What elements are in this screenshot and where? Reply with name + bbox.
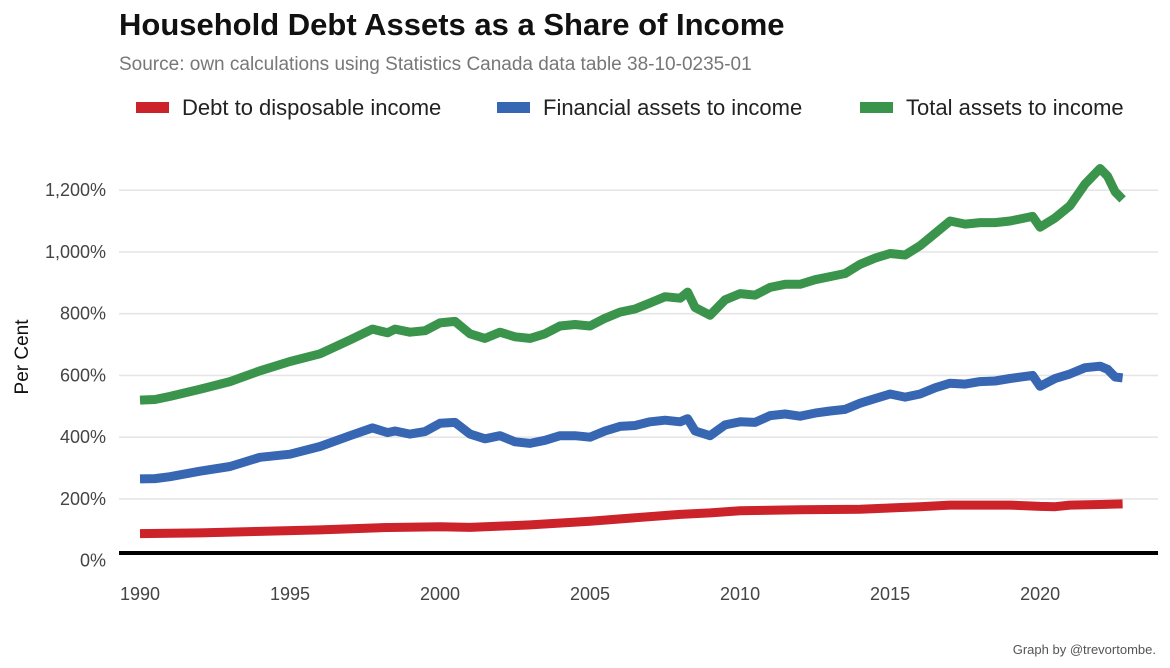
x-tick-label: 2010 [720,584,760,604]
series-line-0 [139,499,1123,539]
x-tick-label: 2005 [570,584,610,604]
chart-subtitle: Source: own calculations using Statistic… [119,54,752,75]
series-line-1 [139,361,1124,484]
x-tick-label: 2000 [420,584,460,604]
series-line-2 [139,164,1126,405]
y-tick-label: 1,200% [45,180,106,200]
y-tick-label: 800% [60,304,106,324]
legend-swatch [497,102,530,113]
y-axis: 0% 200% 400% 600% 800% 1,000% 1,200% [45,180,106,571]
x-tick-label: 2020 [1020,584,1060,604]
legend-label: Total assets to income [906,95,1124,120]
chart-title: Household Debt Assets as a Share of Inco… [119,7,785,42]
x-axis: 1990 1995 2000 2005 2010 2015 2020 [120,584,1060,604]
series-lines [139,164,1126,539]
chart-caption: Graph by @trevortombe. [1013,642,1156,657]
x-tick-label: 2015 [870,584,910,604]
legend: Debt to disposable income Financial asset… [136,95,1124,120]
y-tick-label: 0% [80,551,106,571]
legend-swatch [860,102,893,113]
y-tick-label: 400% [60,427,106,447]
x-tick-label: 1990 [120,584,160,604]
y-tick-label: 200% [60,489,106,509]
y-axis-title: Per Cent [12,319,33,395]
legend-label: Financial assets to income [543,95,802,120]
legend-label: Debt to disposable income [182,95,441,120]
legend-swatch [136,102,169,113]
y-tick-label: 600% [60,365,106,385]
gridlines [119,189,1158,500]
y-tick-label: 1,000% [45,242,106,262]
x-tick-label: 1995 [270,584,310,604]
